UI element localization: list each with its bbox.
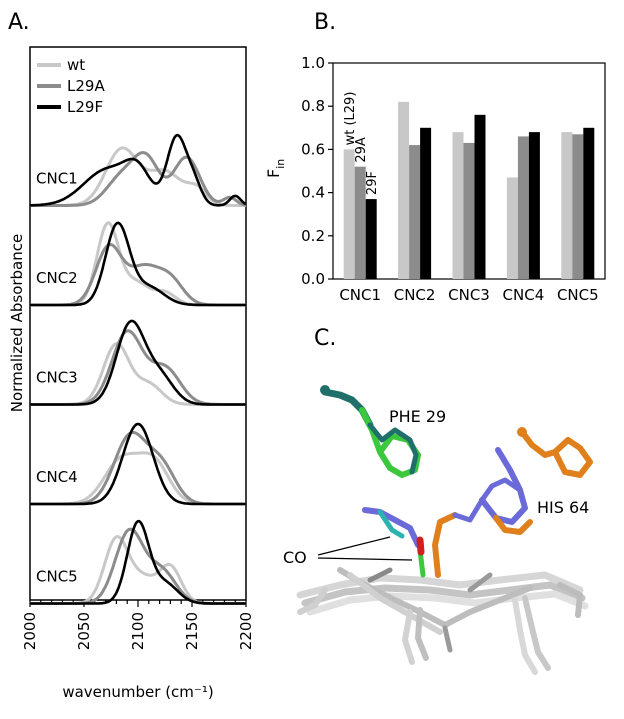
co-label: CO <box>283 548 307 567</box>
y-tick-label: 0.6 <box>301 140 325 158</box>
bar-l29a-cnc4 <box>517 136 529 279</box>
bar-l29f-cnc5 <box>583 127 595 279</box>
spectra-panel: 2000 2050 2100 2150 2200 CNC1CNC2CNC3CNC4CNC… <box>8 46 255 701</box>
bar-l29f-cnc4 <box>528 132 540 279</box>
bar-x-ticks: CNC1 CNC2 CNC3 CNC4 CNC5 <box>339 286 598 304</box>
x-tick-label: CNC5 <box>557 286 599 304</box>
bar-wt-cnc3 <box>452 132 464 279</box>
spectra-frame <box>29 46 247 601</box>
spectra-curves: CNC1 CNC2 CNC3 CNC4 CNC5 <box>29 133 247 605</box>
spectrum-line-l29f <box>29 319 247 406</box>
fin-bar-panel: 0.00.20.40.60.81.0 CNC1 CNC2 CNC3 CNC4 CNC5 … <box>264 54 606 304</box>
bar-series-labels: wt (L29)29A 29F <box>343 92 380 195</box>
bar-l29f-cnc2 <box>420 127 432 279</box>
spectrum-label: CNC4 <box>36 468 78 486</box>
co-annotation: CO <box>283 536 413 567</box>
spectrum-line-l29a <box>29 151 247 207</box>
bar-wt-cnc5 <box>561 132 573 279</box>
heme-group <box>296 567 589 675</box>
x-tick-label: 2050 <box>75 612 93 650</box>
spectrum-cnc4: CNC4 <box>29 422 247 506</box>
bar-y-axis-label: Fin <box>264 159 287 178</box>
x-tick-label: 2200 <box>237 612 255 650</box>
bar-y-axis-label-subscript: in <box>274 159 287 169</box>
bar-l29a-cnc5 <box>572 134 584 279</box>
spectrum-line-l29f <box>29 221 247 307</box>
x-tick-label: CNC3 <box>448 286 490 304</box>
bar-l29a-cnc2 <box>409 145 421 279</box>
carbonmonoxide-ligand <box>362 507 426 578</box>
y-tick-label: 0.4 <box>301 184 325 202</box>
y-tick-label: 1.0 <box>301 54 325 72</box>
series-label-wt: wt (L29) <box>343 92 358 146</box>
x-tick-label: 2100 <box>129 612 147 650</box>
x-tick-label: CNC4 <box>503 286 545 304</box>
series-label-l29a: 29A <box>354 137 369 163</box>
legend-label-l29a: L29A <box>67 77 105 95</box>
bar-wt-cnc1 <box>343 149 355 279</box>
panel-label-c: C. <box>314 326 337 351</box>
spectrum-cnc2: CNC2 <box>29 221 247 307</box>
his64-residue <box>432 427 593 578</box>
bar-marks <box>343 101 595 279</box>
phe29-residue <box>320 385 421 478</box>
spectrum-label: CNC3 <box>36 369 78 387</box>
spectrum-label: CNC5 <box>36 568 78 586</box>
spectrum-line-l29a <box>29 527 247 605</box>
spectrum-line-l29f <box>29 133 247 207</box>
co-pointer-line-1 <box>317 536 391 556</box>
spectrum-cnc5: CNC5 <box>29 519 247 605</box>
legend-label-wt: wt <box>67 56 85 74</box>
x-tick-label: CNC1 <box>339 286 381 304</box>
spectrum-line-wt <box>29 221 247 307</box>
panel-label-a: A. <box>8 10 30 35</box>
phe29-label: PHE 29 <box>389 407 446 426</box>
bar-l29a-cnc3 <box>463 142 475 279</box>
y-tick-label: 0.0 <box>301 270 325 288</box>
structure-panel: CO PHE 29 HIS 64 <box>283 385 593 675</box>
co-pointer-line-2 <box>317 557 413 561</box>
bar-wt-cnc2 <box>398 101 410 279</box>
spectrum-cnc1: CNC1 <box>29 133 247 207</box>
spectrum-cnc3: CNC3 <box>29 319 247 406</box>
x-tick-label: CNC2 <box>394 286 436 304</box>
spectra-x-axis-label: wavenumber (cm⁻¹) <box>62 683 213 701</box>
spectrum-line-l29f <box>29 422 247 506</box>
x-tick-label: 2000 <box>21 612 39 650</box>
spectra-legend: wt L29A L29F <box>37 56 105 116</box>
y-tick-label: 0.8 <box>301 97 325 115</box>
bar-l29a-cnc1 <box>354 166 366 279</box>
spectrum-label: CNC1 <box>36 170 78 188</box>
spectra-y-axis-label: Normalized Absorbance <box>8 234 26 412</box>
spectra-x-ticks: 2000 2050 2100 2150 2200 <box>21 600 255 650</box>
spectrum-line-l29f <box>29 519 247 605</box>
bar-wt-cnc4 <box>506 177 518 279</box>
bar-y-ticks: 0.0 0.2 0.4 0.6 0.8 1.0 <box>301 54 333 288</box>
y-tick-label: 0.2 <box>301 227 325 245</box>
x-tick-label: 2150 <box>183 612 201 650</box>
legend-label-l29f: L29F <box>67 98 103 116</box>
his64-label: HIS 64 <box>537 498 589 517</box>
panel-label-b: B. <box>314 10 337 35</box>
bar-l29f-cnc3 <box>474 114 486 279</box>
series-label-l29f: 29F <box>365 171 380 195</box>
bar-l29f-cnc1 <box>365 199 377 279</box>
spectrum-label: CNC2 <box>36 269 78 287</box>
bar-y-axis-label-main: F <box>264 169 283 178</box>
